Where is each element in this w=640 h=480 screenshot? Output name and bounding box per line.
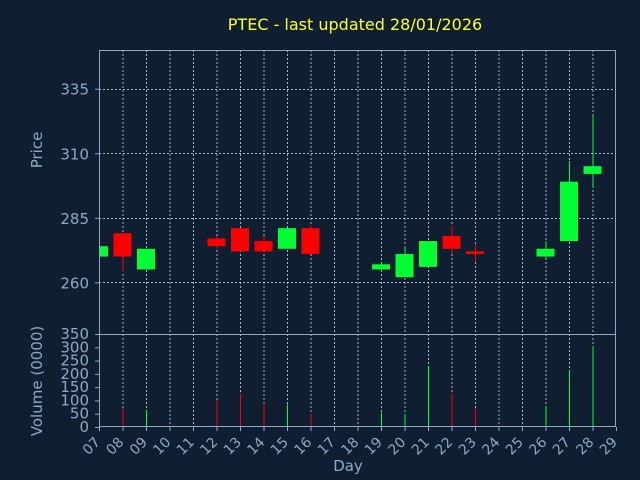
x-tick-label: 22 xyxy=(432,435,456,459)
x-tick-label: 26 xyxy=(526,434,550,458)
x-tick-label: 20 xyxy=(385,435,409,459)
candle-body xyxy=(301,228,320,254)
x-tick-label: 19 xyxy=(362,435,386,459)
candle-body xyxy=(99,246,108,257)
volume-axis-label: Volume (0000) xyxy=(28,326,46,436)
marks-layer xyxy=(99,114,602,427)
x-axis-label: Day xyxy=(333,457,363,475)
frame-layer xyxy=(95,50,617,431)
candle-body xyxy=(278,228,296,249)
x-tick-label: 28 xyxy=(573,435,597,459)
x-tick-label: 09 xyxy=(127,435,151,459)
candle-body xyxy=(560,181,578,242)
plot-frame xyxy=(99,50,616,427)
x-tick-label: 21 xyxy=(409,435,433,459)
chart-title: PTEC - last updated 28/01/2026 xyxy=(228,15,482,34)
x-tick-label: 11 xyxy=(174,435,198,459)
volume-tick-label: 300 xyxy=(60,338,89,356)
volume-tick-label: 0 xyxy=(79,418,89,436)
candle-body xyxy=(372,264,390,270)
candle-body xyxy=(536,248,555,257)
x-tick-label: 13 xyxy=(221,435,245,459)
x-tick-label: 15 xyxy=(268,435,292,459)
price-tick-label: 310 xyxy=(60,145,89,163)
volume-tick-label: 150 xyxy=(60,378,89,396)
candle-body xyxy=(137,248,155,270)
candle-body xyxy=(254,241,273,252)
price-tick-label: 335 xyxy=(60,81,89,99)
x-tick-label: 16 xyxy=(291,434,315,458)
candle-body xyxy=(207,238,226,247)
grid-layer xyxy=(99,50,616,427)
volume-tick-label: 250 xyxy=(60,352,89,370)
x-tick-label: 23 xyxy=(456,435,480,459)
x-tick-label: 14 xyxy=(244,434,268,458)
candle-body xyxy=(395,253,414,278)
x-tick-label: 27 xyxy=(550,435,574,459)
price-axis-label: Price xyxy=(28,132,46,169)
volume-tick-label: 350 xyxy=(60,325,89,343)
x-tick-label: 10 xyxy=(150,435,174,459)
price-tick-label: 260 xyxy=(60,274,89,292)
x-tick-label: 25 xyxy=(503,435,527,459)
candle-body xyxy=(583,166,602,174)
price-tick-label: 285 xyxy=(60,210,89,228)
x-tick-label: 07 xyxy=(80,435,104,459)
volume-tick-label: 50 xyxy=(70,405,89,423)
candle-body xyxy=(466,251,484,254)
volume-tick-label: 200 xyxy=(60,365,89,383)
candle-body xyxy=(419,241,437,267)
x-tick-label: 17 xyxy=(315,435,339,459)
x-tick-label: 08 xyxy=(103,435,127,459)
x-tick-label: 12 xyxy=(197,435,221,459)
candle-body xyxy=(113,233,132,257)
x-tick-label: 24 xyxy=(479,434,503,458)
candle-body xyxy=(442,235,461,249)
x-tick-label: 18 xyxy=(338,435,362,459)
candle-body xyxy=(231,228,249,252)
x-tick-label: 29 xyxy=(597,435,621,459)
volume-tick-label: 100 xyxy=(60,391,89,409)
